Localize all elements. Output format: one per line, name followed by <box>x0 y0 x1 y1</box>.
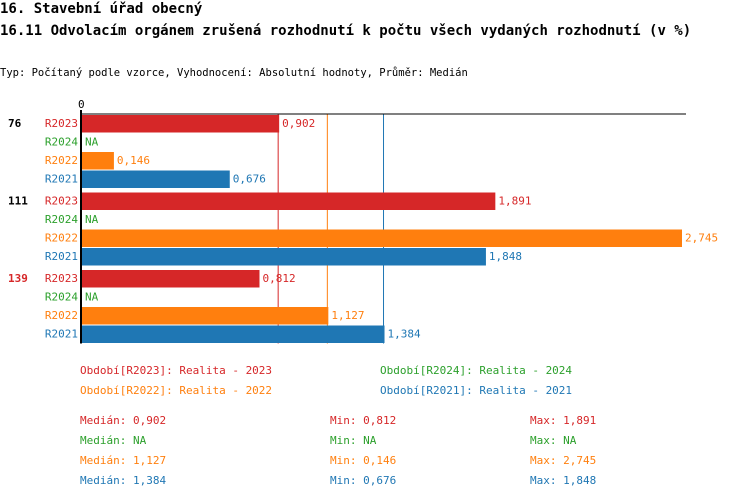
series-label: R2021 <box>45 173 78 186</box>
bar-R2021 <box>82 248 486 266</box>
data-label: NA <box>85 213 99 226</box>
bar-R2021 <box>82 325 385 343</box>
data-label: 0,676 <box>233 173 266 186</box>
group-label: 76 <box>8 117 22 130</box>
data-label: 1,891 <box>498 195 531 208</box>
chart-description: Typ: Počítaný podle vzorce, Vyhodnocení:… <box>0 67 468 79</box>
data-label: 1,127 <box>331 309 364 322</box>
stat-min-R2022: Min: 0,146 <box>330 454 396 467</box>
chart-title: 16.11 Odvolacím orgánem zrušená rozhodnu… <box>0 23 692 39</box>
data-label: 0,146 <box>117 154 150 167</box>
legend-item-R2024: Období[R2024]: Realita - 2024 <box>380 364 572 377</box>
stat-max-R2022: Max: 2,745 <box>530 454 596 467</box>
series-label: R2023 <box>45 272 78 285</box>
bar-R2023 <box>82 270 260 288</box>
stat-min-R2023: Min: 0,812 <box>330 414 396 427</box>
stat-min-R2021: Min: 0,676 <box>330 474 396 487</box>
data-label: 1,848 <box>489 250 522 263</box>
series-label: R2021 <box>45 250 78 263</box>
bar-R2022 <box>82 307 329 325</box>
stat-median-R2023: Medián: 0,902 <box>80 414 166 427</box>
bar-R2022 <box>82 229 682 247</box>
legend-item-R2022: Období[R2022]: Realita - 2022 <box>80 384 272 397</box>
group-label: 139 <box>8 272 28 285</box>
series-label: R2023 <box>45 195 78 208</box>
series-label: R2023 <box>45 117 78 130</box>
page-title: 16. Stavební úřad obecný <box>0 1 203 17</box>
data-label: 0,812 <box>262 272 295 285</box>
x-tick-label: 0 <box>78 98 85 111</box>
series-label: R2024 <box>45 213 78 226</box>
series-label: R2022 <box>45 309 78 322</box>
stat-max-R2021: Max: 1,848 <box>530 474 596 487</box>
data-label: 2,745 <box>685 232 718 245</box>
legend-item-R2023: Období[R2023]: Realita - 2023 <box>80 364 272 377</box>
bar-R2023 <box>82 115 280 133</box>
group-label: 111 <box>8 195 28 208</box>
data-label: NA <box>85 291 99 304</box>
series-label: R2024 <box>45 136 78 149</box>
data-label: NA <box>85 136 99 149</box>
bar-R2023 <box>82 192 496 210</box>
series-label: R2022 <box>45 154 78 167</box>
bar-R2021 <box>82 170 230 188</box>
data-label: 0,902 <box>282 117 315 130</box>
data-label: 1,384 <box>388 328 421 341</box>
stat-median-R2022: Medián: 1,127 <box>80 454 166 467</box>
stat-median-R2021: Medián: 1,384 <box>80 474 166 487</box>
bar-R2022 <box>82 152 114 170</box>
stat-max-R2023: Max: 1,891 <box>530 414 596 427</box>
stat-median-R2024: Medián: NA <box>80 434 147 447</box>
stat-min-R2024: Min: NA <box>330 434 377 447</box>
stat-max-R2024: Max: NA <box>530 434 577 447</box>
series-label: R2022 <box>45 232 78 245</box>
series-label: R2024 <box>45 291 78 304</box>
legend-item-R2021: Období[R2021]: Realita - 2021 <box>380 384 572 397</box>
series-label: R2021 <box>45 328 78 341</box>
